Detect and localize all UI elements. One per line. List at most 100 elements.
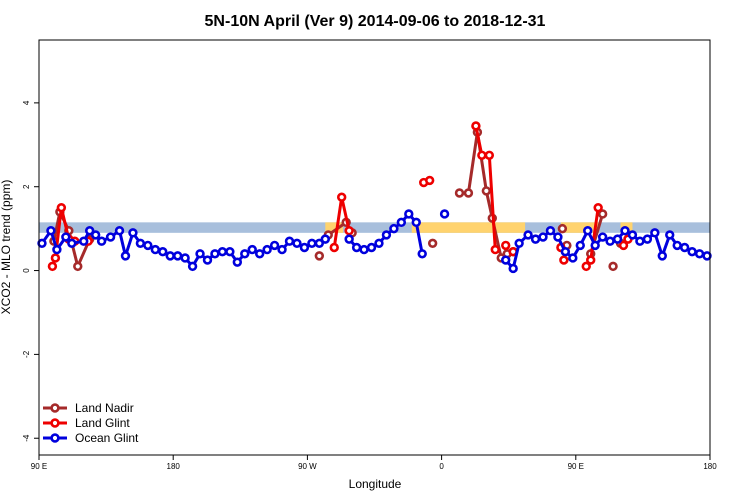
- legend-label-1: Land Glint: [75, 416, 130, 430]
- data-point-1-0: [47, 261, 58, 272]
- data-point-2-76: [687, 246, 697, 257]
- data-point-1-10: [424, 175, 435, 186]
- legend-label-2: Ocean Glint: [75, 431, 139, 445]
- data-point-2-58: [553, 232, 563, 242]
- data-point-2-15: [150, 244, 161, 255]
- legend-marker-2: [50, 433, 60, 443]
- data-point-0-21: [597, 209, 608, 219]
- x-tick-label-4: 90 E: [568, 462, 584, 471]
- data-point-2-35: [299, 242, 310, 253]
- y-axis: -4 -2 0 2 4: [22, 100, 39, 442]
- data-point-2-11: [120, 251, 131, 261]
- plot-frame: [38, 39, 711, 456]
- data-point-2-12: [128, 228, 138, 238]
- data-point-1-22: [618, 240, 629, 251]
- data-point-2-18: [172, 251, 183, 261]
- data-point-2-78: [702, 251, 712, 261]
- data-point-1-20: [586, 255, 596, 265]
- data-point-2-21: [195, 249, 205, 259]
- data-point-2-63: [590, 240, 600, 251]
- series-1: [47, 121, 633, 272]
- data-point-2-53: [514, 238, 524, 249]
- band-highlight-2: [560, 222, 599, 233]
- data-point-2-7: [90, 230, 101, 240]
- data-point-1-18: [559, 255, 569, 265]
- data-point-2-38: [320, 234, 330, 244]
- reference-band: [39, 222, 710, 233]
- legend-label-0: Land Nadir: [75, 401, 134, 415]
- data-point-2-13: [135, 238, 146, 249]
- data-point-1-2: [56, 202, 67, 213]
- data-point-2-4: [67, 238, 77, 249]
- data-point-2-49: [417, 249, 427, 259]
- data-point-0-18: [557, 223, 568, 234]
- data-point-2-20: [187, 261, 198, 272]
- data-point-2-37: [314, 238, 325, 249]
- data-point-2-71: [650, 228, 660, 238]
- data-point-2-68: [627, 230, 638, 240]
- data-point-2-8: [96, 236, 107, 246]
- data-point-2-5: [79, 236, 89, 246]
- data-point-2-47: [404, 209, 414, 219]
- series-2: [37, 209, 712, 274]
- x-axis-label: Longitude: [349, 477, 402, 491]
- data-point-1-15: [501, 240, 511, 251]
- x-axis: 90 E 180 90 W 0 90 E 180: [31, 455, 717, 471]
- y-tick-label-1: -2: [22, 350, 31, 358]
- x-tick-label-2: 90 W: [298, 462, 317, 471]
- y-axis-label: XCO2 - MLO trend (ppm): [0, 180, 13, 315]
- data-point-1-12: [477, 150, 487, 160]
- y-tick-label-0: -4: [22, 434, 31, 442]
- data-point-2-29: [254, 249, 265, 259]
- data-point-2-51: [501, 255, 511, 265]
- band-highlight-1: [411, 222, 526, 233]
- data-point-2-61: [575, 240, 585, 251]
- band-highlight-0: [325, 222, 344, 233]
- data-point-2-6: [84, 226, 95, 236]
- y-tick-label-3: 2: [22, 184, 31, 189]
- data-point-2-65: [605, 236, 615, 246]
- x-tick-label-1: 180: [167, 462, 181, 471]
- data-point-1-11: [471, 121, 481, 131]
- data-point-2-66: [612, 234, 623, 244]
- x-tick-label-5: 180: [703, 462, 717, 471]
- y-tick-label-4: 4: [22, 100, 31, 105]
- data-point-2-73: [665, 230, 675, 240]
- data-point-2-36: [307, 238, 317, 249]
- data-point-2-74: [672, 240, 682, 251]
- data-point-2-45: [389, 223, 399, 234]
- data-point-2-44: [381, 230, 392, 240]
- data-point-2-69: [635, 236, 645, 246]
- data-point-2-2: [52, 244, 62, 255]
- legend-marker-0: [50, 403, 60, 413]
- data-point-2-46: [396, 217, 407, 228]
- data-point-2-70: [642, 234, 653, 244]
- data-point-0-13: [481, 186, 492, 196]
- data-point-2-28: [247, 244, 257, 255]
- data-point-2-23: [210, 249, 220, 259]
- data-point-1-8: [344, 226, 354, 236]
- data-point-2-60: [568, 253, 578, 263]
- data-point-2-77: [694, 249, 705, 259]
- data-point-2-0: [37, 238, 47, 249]
- data-point-2-48: [411, 217, 421, 228]
- plot-area: [37, 121, 712, 274]
- data-point-2-56: [538, 232, 548, 242]
- data-point-2-31: [269, 240, 280, 251]
- data-point-2-17: [165, 251, 175, 261]
- legend-marker-1: [50, 418, 60, 428]
- x-tick-label-0: 90 E: [31, 462, 47, 471]
- data-point-2-55: [530, 234, 541, 244]
- data-point-2-24: [217, 246, 228, 257]
- data-point-2-54: [523, 230, 533, 240]
- data-point-2-43: [374, 238, 384, 249]
- data-point-2-59: [560, 246, 571, 257]
- data-point-2-52: [508, 263, 518, 274]
- data-point-2-50: [439, 209, 450, 219]
- data-point-2-30: [262, 244, 272, 255]
- data-point-1-7: [336, 192, 347, 202]
- data-point-0-22: [608, 261, 618, 272]
- data-point-1-1: [50, 253, 61, 263]
- data-point-0-9: [427, 238, 438, 249]
